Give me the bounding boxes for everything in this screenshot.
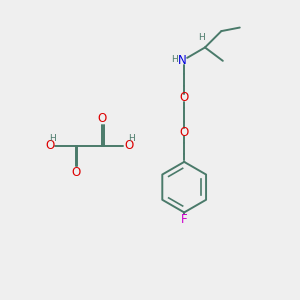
Text: O: O bbox=[98, 112, 107, 125]
Text: O: O bbox=[124, 139, 133, 152]
Text: F: F bbox=[181, 213, 188, 226]
Text: O: O bbox=[45, 139, 54, 152]
Text: O: O bbox=[71, 166, 80, 179]
Text: H: H bbox=[128, 134, 135, 142]
Text: H: H bbox=[198, 33, 205, 42]
Text: O: O bbox=[180, 126, 189, 139]
Text: H: H bbox=[171, 55, 178, 64]
Text: O: O bbox=[180, 92, 189, 104]
Text: N: N bbox=[177, 54, 186, 67]
Text: H: H bbox=[49, 134, 56, 142]
